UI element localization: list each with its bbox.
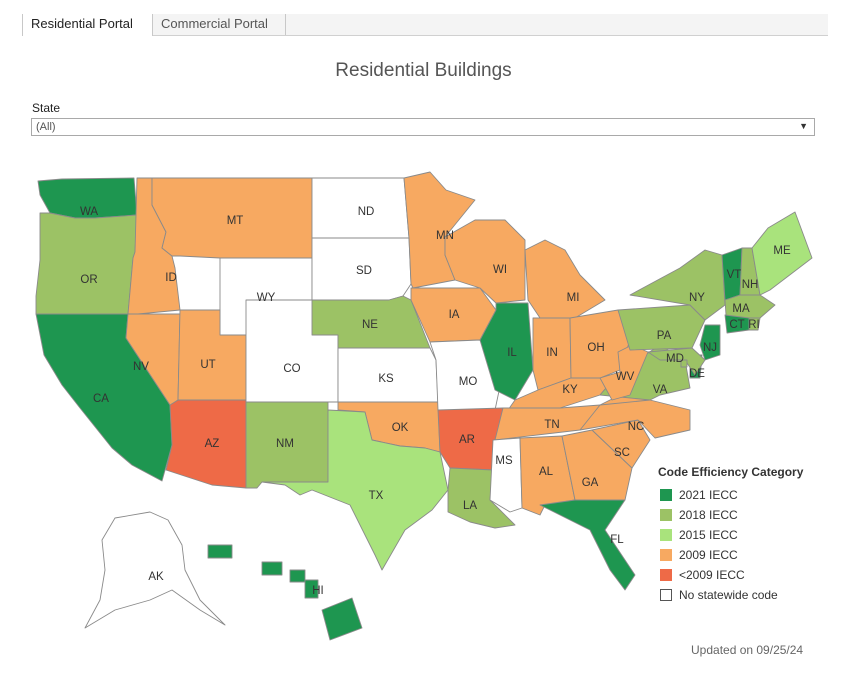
state-hi[interactable] (304, 579, 319, 599)
state-dc[interactable] (680, 359, 688, 368)
state-pa[interactable] (617, 304, 706, 351)
state-filter-value: (All) (36, 121, 56, 133)
state-ct[interactable] (724, 314, 750, 334)
legend-swatch (660, 529, 672, 541)
state-ma[interactable] (724, 294, 776, 319)
state-me[interactable] (751, 211, 813, 296)
legend-label: 2021 IECC (679, 488, 738, 502)
state-mt[interactable] (151, 177, 313, 259)
state-filter-dropdown[interactable]: (All) ▼ (31, 118, 815, 136)
legend-label: 2009 IECC (679, 548, 738, 562)
state-hi[interactable] (321, 597, 363, 641)
state-ga[interactable] (561, 429, 633, 501)
state-ks[interactable] (337, 347, 439, 403)
state-nj[interactable] (699, 324, 721, 361)
state-wi[interactable] (444, 219, 526, 304)
state-az[interactable] (165, 399, 247, 489)
state-fl[interactable] (539, 499, 636, 591)
legend-swatch (660, 569, 672, 581)
tab-bar: Residential Portal Commercial Portal (22, 14, 828, 36)
state-wa[interactable] (37, 177, 138, 219)
legend-label: 2015 IECC (679, 528, 738, 542)
tab-residential-portal[interactable]: Residential Portal (22, 14, 153, 36)
legend-item[interactable]: 2009 IECC (658, 545, 803, 565)
legend-label: No statewide code (679, 588, 778, 602)
page-title: Residential Buildings (335, 60, 512, 81)
state-md[interactable] (647, 347, 706, 376)
legend-swatch (660, 589, 672, 601)
legend-item[interactable]: 2018 IECC (658, 505, 803, 525)
state-ne[interactable] (311, 295, 431, 349)
state-hi[interactable] (207, 544, 233, 559)
legend-swatch (660, 509, 672, 521)
updated-timestamp: Updated on 09/25/24 (691, 643, 804, 657)
legend-label: <2009 IECC (679, 568, 745, 582)
legend-swatch (660, 489, 672, 501)
legend-item[interactable]: <2009 IECC (658, 565, 803, 585)
legend-item[interactable]: 2015 IECC (658, 525, 803, 545)
legend-title: Code Efficiency Category (658, 465, 804, 479)
state-ri[interactable] (748, 317, 761, 331)
legend-label: 2018 IECC (679, 508, 738, 522)
state-mi[interactable] (524, 239, 606, 319)
state-ms[interactable] (489, 437, 523, 513)
state-nd[interactable] (311, 177, 410, 239)
state-ak[interactable] (84, 511, 226, 629)
state-tx[interactable] (261, 409, 449, 571)
state-sc[interactable] (591, 419, 651, 469)
legend-swatch (660, 549, 672, 561)
legend-item[interactable]: 2021 IECC (658, 485, 803, 505)
state-vt[interactable] (721, 247, 743, 301)
state-nm[interactable] (245, 401, 329, 489)
legend: Code Efficiency Category 2021 IECC 2018 I… (658, 465, 803, 605)
state-hi[interactable] (289, 569, 306, 583)
state-hi[interactable] (261, 561, 283, 576)
legend-item[interactable]: No statewide code (658, 585, 803, 605)
chevron-down-icon: ▼ (799, 121, 808, 131)
state-filter-label: State (32, 101, 61, 115)
state-nc[interactable] (579, 399, 691, 439)
state-il[interactable] (479, 302, 534, 401)
state-in[interactable] (532, 317, 572, 391)
state-or[interactable] (35, 212, 138, 315)
state-sd[interactable] (311, 237, 412, 301)
tab-commercial-portal[interactable]: Commercial Portal (153, 14, 286, 35)
